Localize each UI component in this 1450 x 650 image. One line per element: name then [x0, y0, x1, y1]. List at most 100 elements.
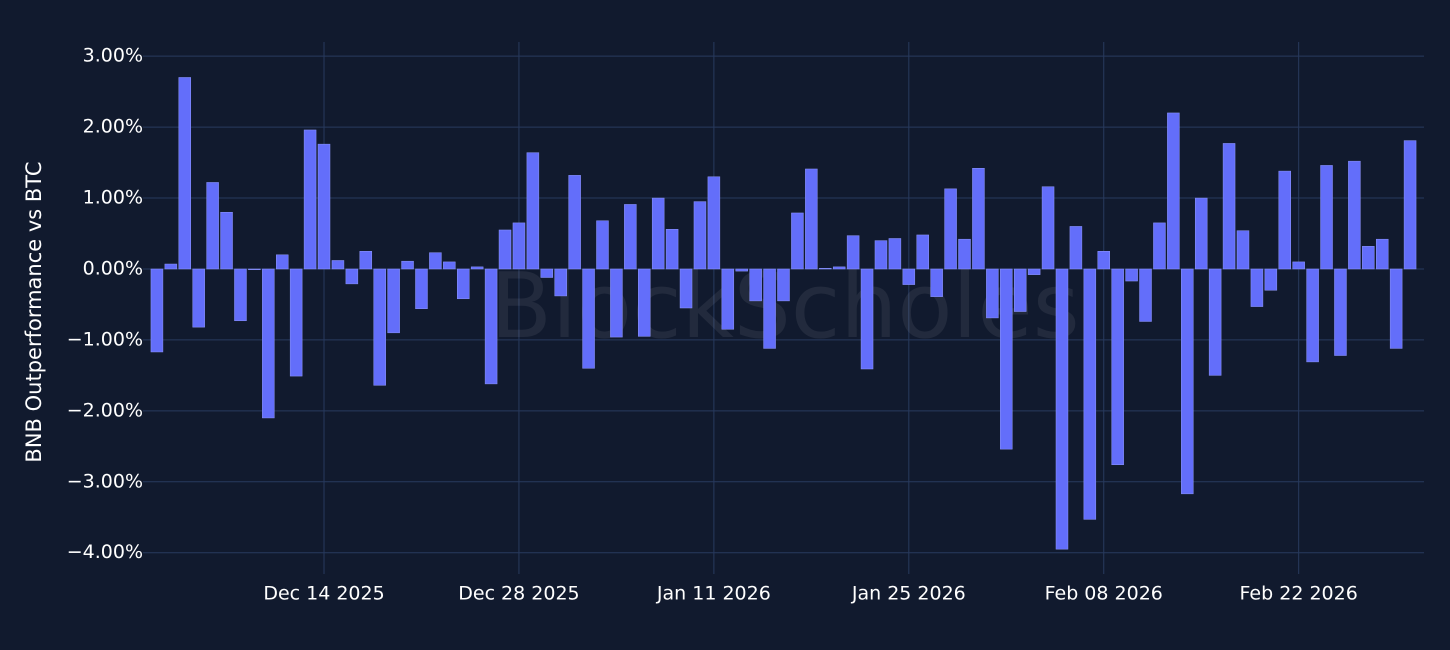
y-tick-label: −2.00% — [67, 399, 143, 421]
bar — [1041, 186, 1055, 270]
bar — [874, 240, 888, 270]
y-tick-label: 2.00% — [83, 116, 143, 138]
bar — [526, 152, 540, 270]
bar — [610, 268, 623, 338]
bar — [484, 268, 498, 385]
bar — [1236, 230, 1250, 270]
bar — [470, 266, 484, 270]
bar — [164, 263, 178, 270]
bar — [819, 268, 832, 270]
bar — [248, 268, 261, 270]
bar — [1167, 112, 1180, 270]
bar — [1013, 268, 1027, 312]
bar — [1000, 268, 1013, 450]
bar — [220, 211, 233, 270]
bar — [150, 268, 164, 353]
bar — [540, 268, 554, 278]
bar — [512, 222, 526, 270]
bar — [791, 212, 804, 270]
bar — [846, 235, 860, 270]
bar — [206, 182, 219, 270]
bar — [665, 229, 679, 270]
bar — [234, 268, 247, 322]
bar — [443, 261, 456, 270]
bar — [373, 268, 386, 386]
bar — [1125, 268, 1138, 282]
bar — [1139, 268, 1152, 322]
bar — [763, 268, 776, 349]
bar — [1194, 197, 1208, 270]
bar — [554, 268, 567, 297]
bar — [888, 238, 902, 270]
bar — [624, 204, 637, 270]
bar — [582, 268, 595, 369]
bar — [1027, 268, 1041, 275]
bar — [805, 168, 818, 270]
y-tick-label: 1.00% — [83, 187, 143, 209]
bar — [1181, 268, 1194, 495]
bar — [429, 252, 442, 270]
bar — [777, 268, 790, 302]
x-tick-label: Dec 14 2025 — [263, 583, 384, 605]
bar — [331, 260, 345, 270]
bar — [289, 268, 303, 377]
bar — [972, 168, 985, 270]
y-tick-label: 0.00% — [83, 257, 143, 279]
bar — [303, 129, 317, 270]
bar — [1055, 268, 1069, 550]
bar — [707, 176, 721, 270]
bar — [679, 268, 693, 309]
bar — [1264, 268, 1278, 291]
bar — [387, 268, 400, 334]
bar — [944, 188, 957, 270]
bar — [693, 201, 707, 270]
grid-layer — [143, 42, 1424, 574]
bar — [1320, 165, 1333, 270]
bar — [1153, 222, 1166, 270]
bar — [1111, 268, 1124, 466]
bar — [345, 268, 359, 285]
bar — [1375, 238, 1389, 270]
bar — [749, 268, 762, 302]
bar — [317, 143, 331, 270]
x-tick-label: Feb 08 2026 — [1045, 583, 1163, 605]
bar — [457, 268, 470, 300]
bar — [262, 268, 275, 419]
bar — [958, 238, 971, 270]
bar — [1403, 140, 1417, 270]
bar — [1348, 160, 1361, 270]
bar — [860, 268, 874, 370]
bar — [1250, 268, 1264, 307]
bar — [498, 229, 512, 270]
bar — [986, 268, 999, 319]
x-tick-label: Feb 22 2026 — [1240, 583, 1358, 605]
y-tick-label: −3.00% — [67, 470, 143, 492]
bar — [1362, 246, 1375, 270]
bar — [1334, 268, 1347, 356]
bar — [902, 268, 916, 285]
x-tick-label: Jan 25 2026 — [851, 583, 966, 605]
bar — [1306, 268, 1319, 363]
bar — [1222, 143, 1236, 270]
bar — [401, 260, 414, 270]
bar — [276, 254, 289, 270]
x-tick-label: Dec 28 2025 — [458, 583, 579, 605]
bar — [1292, 261, 1305, 270]
bar — [651, 197, 665, 270]
bar — [1069, 226, 1083, 270]
bar — [178, 77, 192, 270]
bar — [916, 234, 929, 270]
bar — [359, 251, 373, 270]
bar — [1097, 251, 1110, 270]
bar — [832, 266, 846, 270]
bar — [415, 268, 428, 309]
y-axis-label: BNB Outperformance vs BTC — [22, 161, 46, 462]
bar — [1278, 170, 1291, 270]
bar — [192, 268, 205, 328]
y-tick-label: 3.00% — [83, 45, 143, 67]
bar — [1083, 268, 1097, 520]
bar — [721, 268, 735, 330]
bar — [568, 175, 581, 270]
